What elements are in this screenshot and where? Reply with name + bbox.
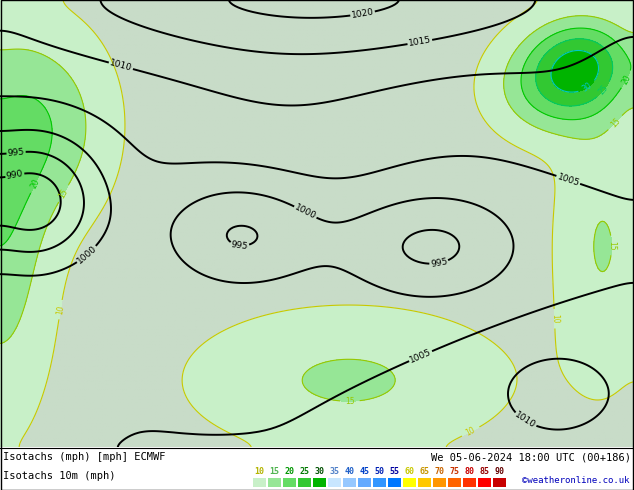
Text: 990: 990 — [6, 169, 24, 181]
Text: 1020: 1020 — [351, 7, 375, 20]
Text: 1005: 1005 — [408, 347, 433, 365]
Text: 995: 995 — [7, 147, 25, 158]
Text: 1005: 1005 — [556, 172, 581, 188]
Text: 10: 10 — [254, 467, 264, 476]
Text: 995: 995 — [430, 257, 448, 269]
Text: Isotachs (mph) [mph] ECMWF: Isotachs (mph) [mph] ECMWF — [3, 452, 165, 462]
Text: 15: 15 — [607, 241, 616, 250]
Text: 65: 65 — [420, 467, 429, 476]
Bar — [463, 478, 476, 487]
Bar — [253, 478, 266, 487]
Bar — [358, 478, 371, 487]
Bar — [388, 478, 401, 487]
Text: 10: 10 — [55, 304, 66, 315]
Bar — [313, 478, 326, 487]
Bar — [493, 478, 506, 487]
Text: 40: 40 — [344, 467, 354, 476]
Text: 20: 20 — [620, 73, 633, 86]
Text: 30: 30 — [314, 467, 325, 476]
Text: We 05-06-2024 18:00 UTC (00+186): We 05-06-2024 18:00 UTC (00+186) — [431, 452, 631, 462]
Text: 1010: 1010 — [513, 411, 537, 430]
Text: 1000: 1000 — [75, 244, 99, 266]
Text: Isotachs 10m (mph): Isotachs 10m (mph) — [3, 471, 115, 482]
Text: 55: 55 — [389, 467, 399, 476]
Bar — [298, 478, 311, 487]
Text: 15: 15 — [609, 116, 622, 129]
Bar — [433, 478, 446, 487]
Bar — [418, 478, 431, 487]
Text: 85: 85 — [479, 467, 489, 476]
Text: 80: 80 — [465, 467, 474, 476]
Bar — [343, 478, 356, 487]
Text: 15: 15 — [57, 187, 70, 200]
Text: 60: 60 — [404, 467, 415, 476]
Text: 25: 25 — [299, 467, 309, 476]
Text: 75: 75 — [450, 467, 460, 476]
Bar — [448, 478, 461, 487]
Text: 35: 35 — [330, 467, 339, 476]
Text: 995: 995 — [231, 240, 249, 251]
Text: ©weatheronline.co.uk: ©weatheronline.co.uk — [522, 476, 630, 485]
Text: 45: 45 — [359, 467, 370, 476]
Text: 50: 50 — [375, 467, 384, 476]
Text: 15: 15 — [345, 397, 355, 406]
Text: 70: 70 — [434, 467, 444, 476]
Text: 25: 25 — [597, 83, 611, 97]
Text: 90: 90 — [495, 467, 505, 476]
Text: 20: 20 — [29, 178, 41, 190]
Text: 15: 15 — [269, 467, 280, 476]
Bar — [478, 478, 491, 487]
Bar — [283, 478, 296, 487]
Text: 30: 30 — [581, 81, 594, 94]
Bar — [328, 478, 341, 487]
Text: 10: 10 — [464, 425, 477, 438]
Text: 1015: 1015 — [408, 36, 432, 49]
Text: 20: 20 — [285, 467, 295, 476]
Text: 1010: 1010 — [108, 58, 133, 73]
Text: 1000: 1000 — [293, 203, 318, 221]
Bar — [403, 478, 416, 487]
Bar — [268, 478, 281, 487]
Bar — [373, 478, 386, 487]
Text: 10: 10 — [550, 314, 559, 324]
